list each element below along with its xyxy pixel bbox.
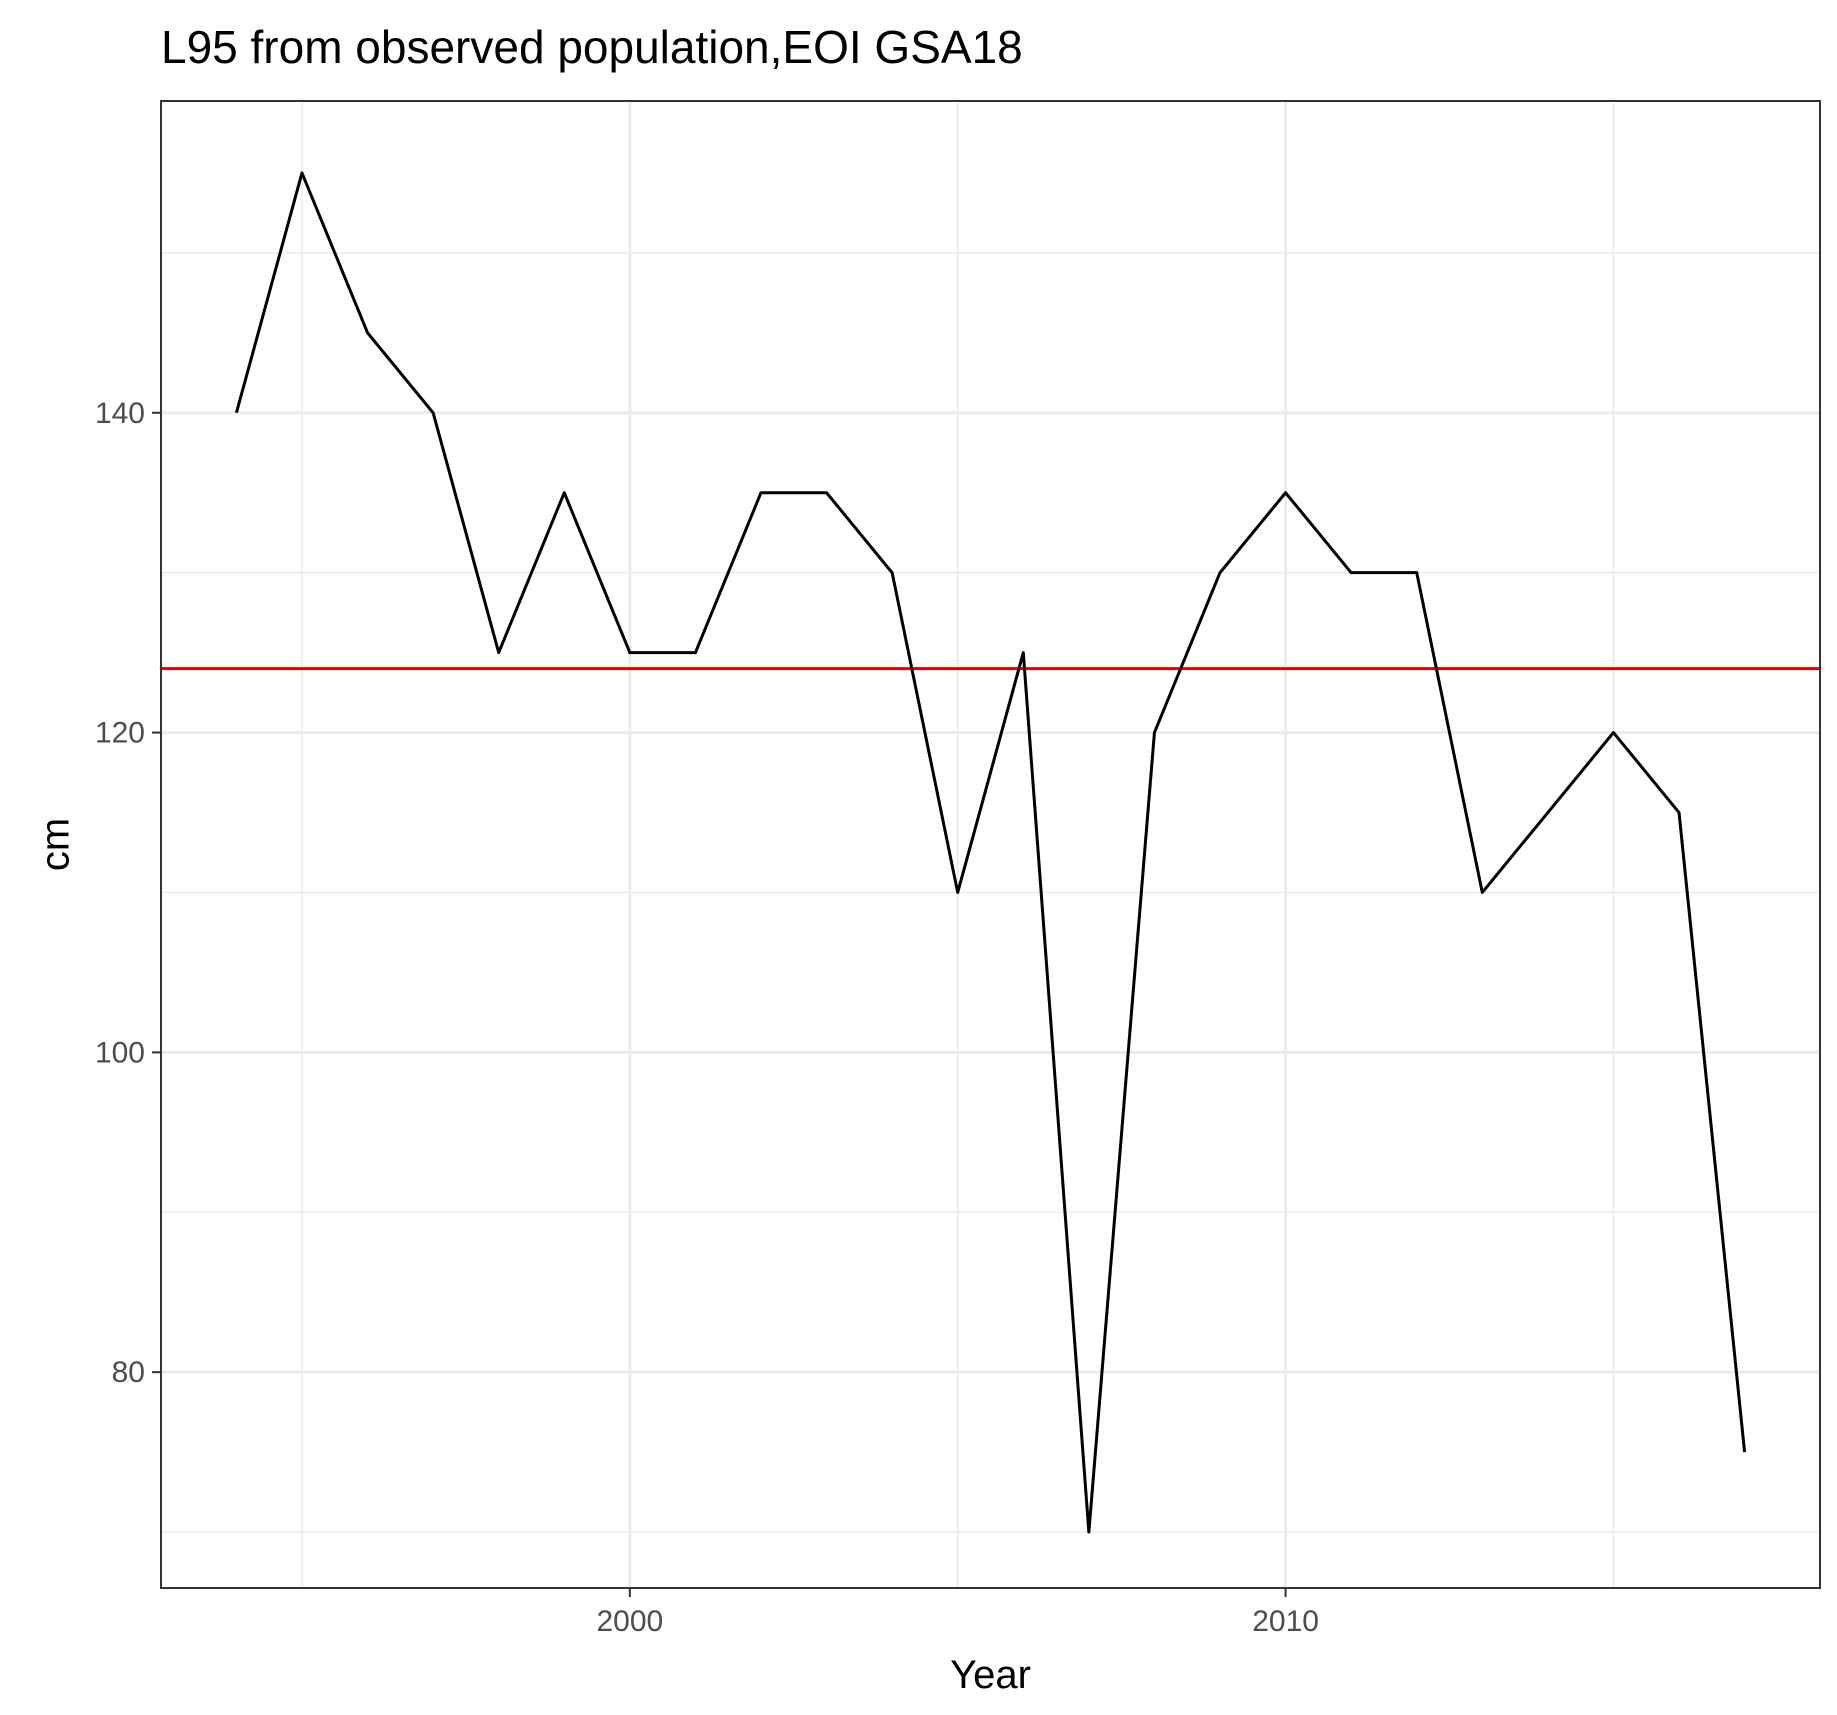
- plot-panel-border: [160, 100, 1821, 1589]
- y-tick-label: 100: [95, 1036, 145, 1069]
- data-point-2011: [1349, 571, 1353, 575]
- data-point-2014: [1546, 811, 1550, 815]
- data-point-2017: [1743, 1450, 1747, 1454]
- x-tick-label: 2000: [596, 1605, 663, 1638]
- series-line: [234, 171, 1747, 1534]
- data-point-1999: [562, 491, 566, 495]
- x-axis-title: Year: [950, 1653, 1031, 1697]
- series-layer: [234, 171, 1747, 1534]
- data-point-2004: [890, 571, 894, 575]
- data-point-2010: [1284, 491, 1288, 495]
- data-point-2001: [693, 651, 697, 655]
- y-tick-label: 80: [112, 1356, 145, 1389]
- data-point-1996: [366, 331, 370, 335]
- data-point-2000: [628, 651, 632, 655]
- data-point-2016: [1677, 811, 1681, 815]
- x-axis: 2000 2010: [596, 1588, 1319, 1638]
- data-point-1994: [234, 411, 238, 415]
- y-axis-title: cm: [34, 818, 78, 871]
- x-tick-label: 2010: [1252, 1605, 1319, 1638]
- chart-title: L95 from observed population,EOI GSA18: [161, 21, 1023, 73]
- data-point-2013: [1480, 890, 1484, 894]
- data-point-2006: [1021, 651, 1025, 655]
- data-point-1998: [497, 651, 501, 655]
- y-tick-label: 140: [95, 397, 145, 430]
- data-point-2007: [1087, 1530, 1091, 1534]
- data-point-2002: [759, 491, 763, 495]
- data-point-2012: [1415, 571, 1419, 575]
- minor-gridlines: [161, 101, 1820, 1588]
- data-point-2015: [1611, 731, 1615, 735]
- data-point-1995: [300, 171, 304, 175]
- data-point-2008: [1152, 731, 1156, 735]
- data-point-2003: [825, 491, 829, 495]
- y-tick-label: 120: [95, 717, 145, 750]
- data-point-1997: [431, 411, 435, 415]
- major-gridlines: [161, 101, 1820, 1588]
- y-axis: 80 100 120 140: [95, 397, 161, 1389]
- data-point-2005: [956, 890, 960, 894]
- data-point-2009: [1218, 571, 1222, 575]
